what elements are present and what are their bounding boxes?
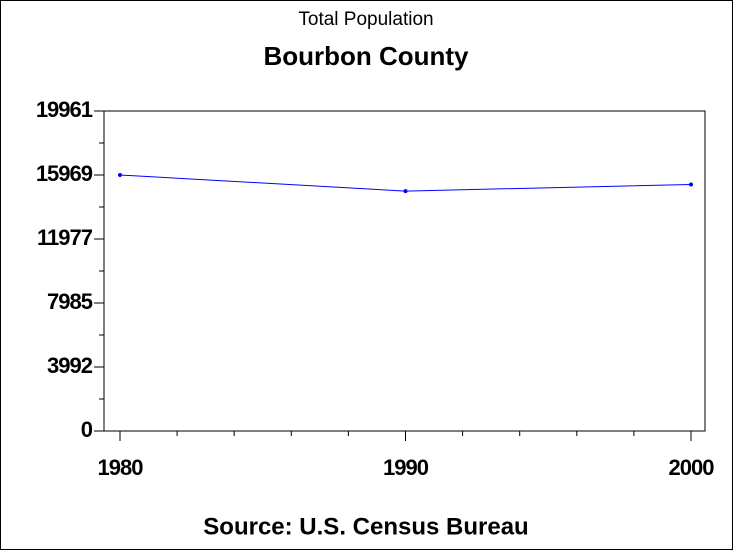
- y-tick-label: 19961: [36, 97, 93, 122]
- x-tick-label: 2000: [669, 455, 715, 480]
- data-point: [403, 189, 408, 194]
- data-line: [119, 174, 692, 192]
- source-note: Source: U.S. Census Bureau: [203, 513, 528, 540]
- y-tick-label: 11977: [37, 225, 93, 250]
- data-point: [117, 172, 122, 177]
- data-point: [689, 182, 694, 187]
- chart-title: Total Population: [298, 9, 433, 30]
- chart-subtitle: Bourbon County: [263, 41, 469, 71]
- y-tick-label: 3992: [47, 353, 93, 378]
- y-tick-label: 0: [81, 417, 93, 442]
- y-tick-label: 7985: [47, 289, 93, 314]
- plot-frame: [103, 110, 706, 432]
- x-tick-label: 1990: [383, 455, 429, 480]
- x-tick-label: 1980: [98, 455, 144, 480]
- y-tick-label: 15969: [36, 161, 93, 186]
